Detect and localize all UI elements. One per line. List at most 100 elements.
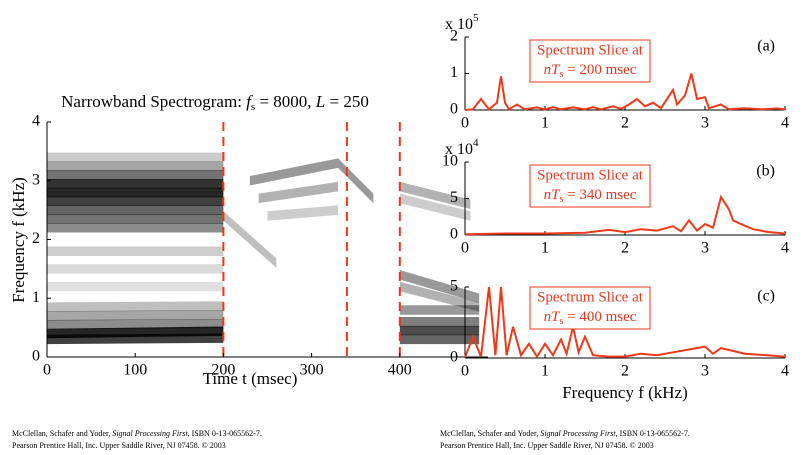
annotation-box	[529, 286, 651, 330]
y-tick-label: 1	[32, 289, 40, 306]
annotation-part: s	[559, 69, 563, 80]
y-tick-label: 5	[450, 189, 458, 206]
footer-part: McClellan, Schafer and Yoder,	[440, 429, 540, 438]
footer-line: McClellan, Schafer and Yoder, Signal Pro…	[12, 429, 262, 438]
spectrogram-title: Narrowband Spectrogram: fs = 8000, L = 2…	[61, 92, 369, 113]
spectral-streak	[47, 246, 224, 256]
spectral-streak	[47, 214, 224, 224]
x-tick-label: 4	[781, 240, 789, 257]
spectral-streak	[47, 281, 224, 292]
annotation-part: s	[559, 316, 563, 327]
footer-part: , ISBN 0-13-065562-7.	[616, 429, 690, 438]
y-scale-label: x 104	[445, 137, 479, 158]
title-part: s	[251, 101, 255, 113]
title-part: Narrowband Spectrogram:	[61, 92, 246, 111]
y-scale-exponent: 5	[473, 12, 479, 24]
spectrum-line	[464, 194, 786, 236]
x-tick-label: 4	[781, 363, 789, 380]
panel-label: (a)	[757, 38, 775, 55]
spectral-streak	[399, 181, 471, 209]
x-tick-label: 100	[123, 362, 147, 379]
x-tick-label: 3	[701, 363, 709, 380]
spectral-streak	[258, 181, 339, 204]
spectral-streak	[399, 193, 471, 221]
x-tick-label: 3	[701, 115, 709, 132]
annotation-part: nT	[544, 62, 562, 78]
footer: McClellan, Schafer and Yoder, Signal Pro…	[12, 429, 690, 450]
y-scale-label: x 105	[445, 12, 479, 33]
x-tick-label: 0	[461, 115, 469, 132]
spectral-streak	[47, 326, 224, 339]
y-tick-label: 0	[450, 101, 458, 118]
y-tick-label: 4	[32, 113, 40, 130]
spectral-streak	[47, 196, 224, 207]
footer-line: Pearson Prentice Hall, Inc. Upper Saddle…	[440, 441, 654, 450]
x-tick-label: 2	[621, 240, 629, 257]
y-tick-label: 10	[442, 153, 458, 170]
annotation: Spectrum Slice at	[537, 289, 644, 305]
footer-part: Signal Processing First	[112, 429, 188, 438]
spectrum-line	[464, 286, 786, 359]
spectral-streak	[47, 178, 224, 189]
annotation-part: nT	[544, 187, 562, 203]
y-scale-exponent: 4	[473, 137, 479, 149]
x-tick-label: 300	[300, 362, 324, 379]
y-axis-label: Frequency f (kHz)	[9, 177, 28, 303]
y-scale-base: x 10	[445, 16, 473, 33]
spectral-streak	[399, 281, 480, 312]
spectral-streak	[338, 158, 374, 204]
y-tick-label: 3	[32, 171, 40, 188]
x-tick-label: 0	[43, 362, 51, 379]
spectral-streak	[47, 318, 224, 330]
footer-line: McClellan, Schafer and Yoder, Signal Pro…	[440, 429, 690, 438]
y-tick-label: 0	[32, 348, 40, 365]
x-tick-label: 1	[541, 115, 549, 132]
annotation-part: = 340 msec	[563, 187, 636, 203]
footer-part: McClellan, Schafer and Yoder,	[12, 429, 112, 438]
spectral-streak	[47, 223, 224, 233]
y-tick-label: 2	[32, 230, 40, 247]
spectral-streak	[399, 317, 480, 327]
x-tick-label: 400	[388, 362, 412, 379]
title-part: L	[315, 92, 325, 111]
spectral-streak	[223, 211, 277, 268]
spectral-streak	[47, 264, 224, 274]
x-axis-label: Time t (msec)	[203, 369, 298, 388]
annotation: Spectrum Slice at	[537, 42, 644, 58]
x-tick-label: 1	[541, 240, 549, 257]
annotation-box	[529, 39, 651, 83]
annotation-part: s	[559, 194, 563, 205]
footer-part: Signal Processing First	[540, 429, 616, 438]
annotation-part: = 400 msec	[563, 309, 636, 325]
annotation: nTs = 340 msec	[544, 187, 637, 205]
footer-part: , ISBN 0-13-065562-7.	[188, 429, 262, 438]
y-tick-label: 2	[450, 28, 458, 45]
annotation-part: nT	[544, 309, 562, 325]
spectral-streak	[47, 310, 224, 321]
footer-line: Pearson Prentice Hall, Inc. Upper Saddle…	[12, 441, 226, 450]
x-tick-label: 0	[461, 363, 469, 380]
x-tick-label: 2	[621, 363, 629, 380]
spectral-streak	[47, 170, 224, 180]
title-part: = 250	[325, 92, 369, 111]
annotation: nTs = 400 msec	[544, 309, 637, 327]
annotation-part: = 200 msec	[563, 62, 636, 78]
annotation-box	[529, 164, 651, 208]
spectrum-line	[464, 73, 786, 111]
spectral-streak	[47, 205, 224, 215]
annotation: nTs = 200 msec	[544, 62, 637, 80]
y-tick-label: 1	[450, 64, 458, 81]
title-part: = 8000,	[255, 92, 316, 111]
y-tick-label: 0	[450, 349, 458, 366]
spectral-streak	[399, 334, 480, 345]
x-tick-label: 3	[701, 240, 709, 257]
spectral-streak	[47, 152, 224, 162]
annotation: Spectrum Slice at	[537, 167, 644, 183]
y-tick-label: 5	[450, 278, 458, 295]
spectral-streak	[399, 305, 480, 315]
spectral-streak	[47, 187, 224, 198]
x-tick-label: 2	[621, 115, 629, 132]
x-tick-label: 4	[781, 115, 789, 132]
panel-label: (c)	[757, 288, 775, 305]
